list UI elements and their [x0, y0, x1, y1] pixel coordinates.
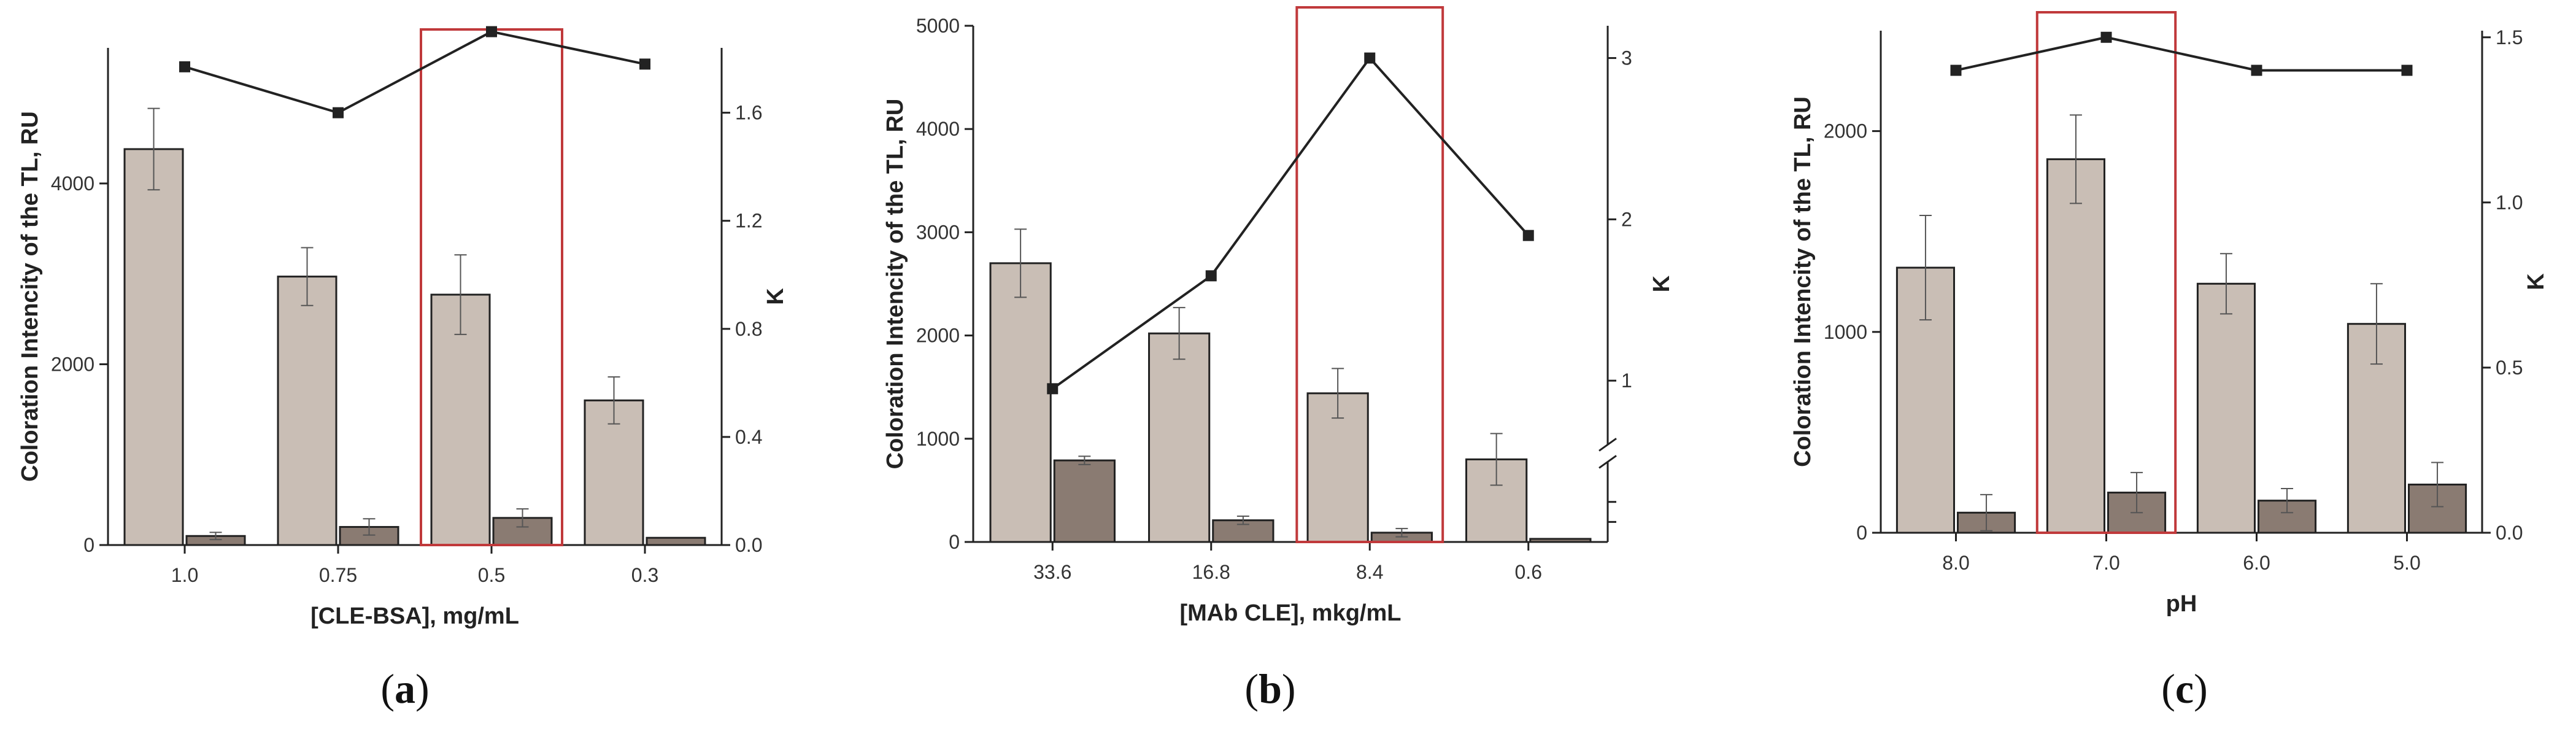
intensity-bar	[277, 276, 337, 546]
panel-paren-close: )	[415, 665, 430, 712]
panel-letter: c	[2175, 665, 2194, 712]
y-tick-label: 1000	[916, 428, 960, 450]
y2-tick-label: 1	[1621, 369, 1632, 392]
x-tick-label: 8.0	[1942, 552, 1969, 574]
axis-break-mark	[1598, 438, 1617, 452]
highlight-box	[2035, 11, 2177, 534]
x-tick-label: 16.8	[1192, 561, 1230, 583]
k-point	[1522, 230, 1534, 241]
x-tick-label: 0.3	[631, 564, 658, 586]
k-point	[1205, 270, 1217, 282]
x-axis-label: [CLE-BSA], mg/mL	[310, 603, 519, 629]
k-point	[2401, 64, 2413, 76]
x-axis-label: [MAb CLE], mkg/mL	[1180, 600, 1402, 626]
y-tick-label: 0	[949, 531, 960, 553]
panel-paren-close: )	[1282, 665, 1296, 712]
k-point	[639, 58, 650, 70]
x-axis-label: pH	[2166, 591, 2197, 617]
intensity-bar	[123, 148, 184, 546]
k-point	[1364, 52, 1376, 64]
panel-label: (b)	[1244, 665, 1295, 712]
chart-panel-c: 0 1000 2000 0.0 0.5 1.0 1.5 8.0 7.0 6.0 5.0 pH Color…	[1790, 11, 2549, 712]
highlight-box	[1295, 6, 1444, 543]
y2-tick-label: 0.0	[735, 534, 762, 556]
chart-panel-a: 0 2000 4000 0.0 0.4 0.8 1.2 1.6 1.0 0.75 0.5 0.3 [CL…	[17, 26, 789, 712]
y2-tick-label: 0.8	[735, 318, 762, 340]
y2-tick-label: 0.4	[735, 426, 762, 448]
k-point	[1950, 64, 1962, 76]
k-point	[1047, 383, 1059, 395]
y-axis-label: Coloration Intencity of the TL, RU	[1790, 96, 1816, 467]
k-line	[1052, 56, 1530, 390]
intensity-bar	[989, 262, 1052, 543]
y-axis-label: Coloration Intencity of the TL, RU	[17, 111, 43, 482]
x-tick-label: 5.0	[2393, 552, 2420, 574]
y2-tick-label: 2	[1621, 208, 1632, 230]
panel-label: (c)	[2161, 665, 2208, 712]
k-point	[333, 107, 344, 118]
intensity-bar	[2046, 158, 2105, 534]
background-bar	[1529, 538, 1592, 543]
background-bar	[1053, 459, 1116, 543]
panel-label: (a)	[380, 665, 429, 712]
k-point	[179, 61, 190, 72]
intensity-bar	[1148, 332, 1211, 543]
x-tick-label: 0.75	[319, 564, 357, 586]
panel-paren-close: )	[2194, 665, 2208, 712]
y-tick-label: 2000	[1824, 120, 1867, 142]
panel-paren-open: (	[1244, 665, 1259, 712]
x-tick-label: 6.0	[2243, 552, 2270, 574]
panel-letter: a	[395, 665, 415, 712]
y-tick-label: 0	[1856, 522, 1867, 544]
y-tick-label: 3000	[916, 221, 960, 243]
y2-axis-label: K	[1649, 275, 1675, 292]
y2-tick-label: 3	[1621, 47, 1632, 69]
x-tick-label: 0.6	[1515, 561, 1542, 583]
k-point	[2100, 31, 2112, 43]
background-bar	[646, 536, 706, 546]
k-line	[1956, 36, 2407, 72]
axis-break-mark	[1598, 455, 1617, 469]
y-tick-label: 1000	[1824, 321, 1867, 343]
k-line	[184, 30, 646, 114]
y2-tick-label: 0.5	[2496, 357, 2523, 379]
k-point	[2251, 64, 2262, 76]
x-tick-label: 7.0	[2092, 552, 2119, 574]
y-tick-label: 5000	[916, 15, 960, 37]
y2-axis-label: K	[2523, 273, 2549, 290]
k-point	[486, 26, 497, 37]
intensity-bar	[2196, 282, 2256, 534]
chart-panel-b: 0 1000 2000 3000 4000 5000 1 2 3 33.6 16.8 8.4 0.6 [M…	[882, 6, 1675, 712]
x-tick-label: 33.6	[1033, 561, 1071, 583]
y2-tick-label: 1.5	[2496, 26, 2523, 48]
y2-tick-label: 1.2	[735, 210, 762, 232]
panel-paren-open: (	[2161, 665, 2175, 712]
panel-paren-open: (	[380, 665, 395, 712]
y-tick-label: 2000	[916, 325, 960, 347]
x-tick-label: 1.0	[171, 564, 198, 586]
y-tick-label: 4000	[51, 172, 94, 195]
y2-tick-label: 1.0	[2496, 191, 2523, 214]
y-tick-label: 2000	[51, 353, 94, 375]
y-tick-label: 4000	[916, 118, 960, 140]
x-tick-label: 0.5	[478, 564, 505, 586]
y-tick-label: 0	[83, 534, 94, 556]
panel-letter: b	[1259, 665, 1282, 712]
y2-axis-label: K	[763, 288, 789, 305]
y2-tick-label: 1.6	[735, 102, 762, 124]
y-axis-label: Coloration Intencity of the TL, RU	[882, 99, 908, 470]
x-tick-label: 8.4	[1356, 561, 1383, 583]
y2-tick-label: 0.0	[2496, 522, 2523, 544]
